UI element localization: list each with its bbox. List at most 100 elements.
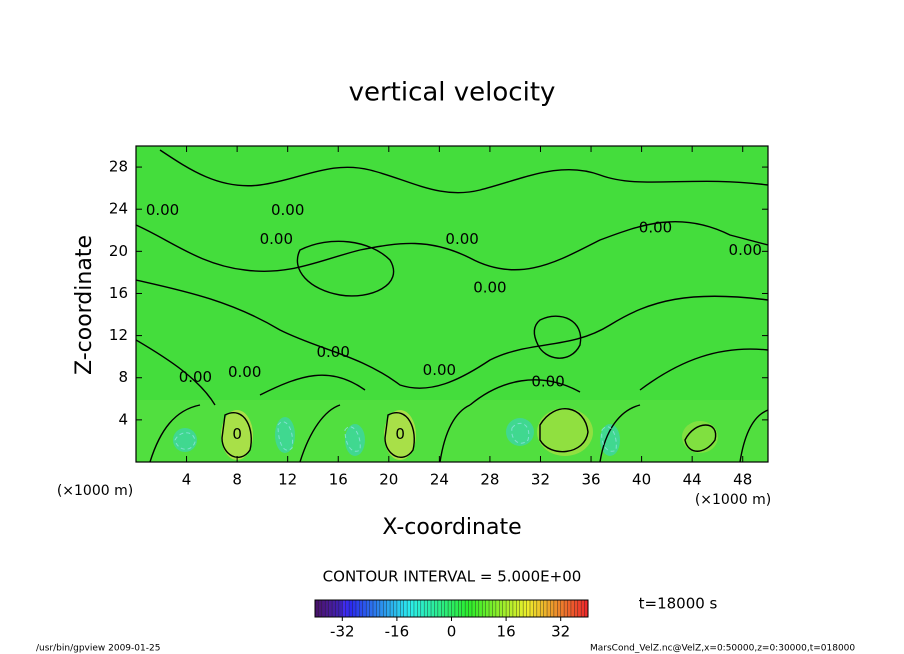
time-label: t=18000 s xyxy=(639,595,718,613)
y-tick-label: 16 xyxy=(109,284,128,302)
colorbar-cell xyxy=(379,600,384,617)
colorbar-cell xyxy=(407,600,412,617)
colorbar-tick-label: -16 xyxy=(385,623,410,641)
x-tick-label: 8 xyxy=(232,471,242,489)
y-tick-label: 4 xyxy=(118,410,128,428)
colorbar-cell xyxy=(553,600,558,617)
x-unit-label: (×1000 m) xyxy=(695,492,771,508)
colorbar-cell xyxy=(461,600,466,617)
y-tick-label: 8 xyxy=(118,368,128,386)
colorbar-cell xyxy=(328,600,333,617)
colorbar-cell xyxy=(526,600,531,617)
plot-frame xyxy=(135,145,769,463)
colorbar-cell xyxy=(577,600,582,617)
colorbar-cell xyxy=(396,600,401,617)
colorbar-cell xyxy=(475,600,480,617)
colorbar-cell xyxy=(362,600,367,617)
y-unit-label: (×1000 m) xyxy=(57,483,133,499)
colorbar-cell xyxy=(536,600,541,617)
contour-label: 0.00 xyxy=(423,361,456,379)
colorbar-cell xyxy=(338,600,343,617)
colorbar-cell xyxy=(547,600,551,617)
colorbar-cell xyxy=(499,600,504,617)
chart-title: vertical velocity xyxy=(349,78,556,108)
colorbar-cell xyxy=(441,600,446,617)
colorbar-tick-label: -32 xyxy=(330,623,355,641)
x-tick-label: 48 xyxy=(733,471,752,489)
colorbar-cell xyxy=(352,600,357,617)
footer-right: MarsCond_VelZ.nc@VelZ,x=0:50000,z=0:3000… xyxy=(590,644,855,654)
colorbar-cell xyxy=(550,600,555,617)
colorbar-cell xyxy=(458,600,463,617)
colorbar-cell xyxy=(581,600,586,617)
colorbar-cell xyxy=(390,600,394,617)
colorbar-cell xyxy=(400,600,405,617)
colorbar-cell xyxy=(489,600,493,617)
x-tick-label: 16 xyxy=(329,471,348,489)
colorbar-cell xyxy=(345,600,350,617)
contour-label: 0.00 xyxy=(639,219,672,237)
contour-label: 0.00 xyxy=(260,230,293,248)
colorbar-cell xyxy=(369,600,374,617)
colorbar-cell xyxy=(413,600,418,617)
colorbar-cell xyxy=(560,600,565,617)
colorbar-cell xyxy=(349,600,354,617)
colorbar-cell xyxy=(533,600,538,617)
x-tick-label: 20 xyxy=(379,471,398,489)
x-axis-label: X-coordinate xyxy=(382,515,521,540)
contour-label: 0.00 xyxy=(729,241,762,259)
contour-label: 0 xyxy=(395,425,405,443)
colorbar-cell xyxy=(492,600,497,617)
colorbar-cell xyxy=(519,600,524,617)
contour-label: 0.00 xyxy=(316,343,349,361)
y-tick-label: 12 xyxy=(109,326,128,344)
colorbar-cell xyxy=(512,600,517,617)
x-tick-label: 40 xyxy=(632,471,651,489)
contour-label: 0.00 xyxy=(473,279,506,297)
contour-label: 0.00 xyxy=(146,201,179,219)
contour-interval: CONTOUR INTERVAL = 5.000E+00 xyxy=(323,568,582,586)
contour-label: 0.00 xyxy=(179,368,212,386)
colorbar-cell xyxy=(529,600,534,617)
colorbar-cell xyxy=(502,600,507,617)
colorbar-cell xyxy=(434,600,439,617)
colorbar-cell xyxy=(325,600,330,617)
colorbar-cell xyxy=(420,600,425,617)
colorbar-cell xyxy=(485,600,490,617)
colorbar-cell xyxy=(482,600,487,617)
colorbar-cell xyxy=(465,600,470,617)
colorbar-cell xyxy=(506,600,511,617)
colorbar-cell xyxy=(393,600,398,617)
colorbar-cell xyxy=(495,600,500,617)
colorbar-cell xyxy=(315,600,319,617)
x-tick-label: 36 xyxy=(581,471,600,489)
colorbar-cell xyxy=(431,600,435,617)
colorbar-cell xyxy=(468,600,473,617)
contour-label: 0.00 xyxy=(228,363,261,381)
colorbar-cell xyxy=(417,600,422,617)
colorbar-tick-label: 16 xyxy=(497,623,516,641)
colorbar-cell xyxy=(332,600,336,617)
y-tick-label: 28 xyxy=(109,158,128,176)
colorbar-cell xyxy=(574,600,579,617)
colorbar-cell xyxy=(383,600,388,617)
colorbar-cell xyxy=(403,600,408,617)
colorbar-cell xyxy=(516,600,521,617)
colorbar-cell xyxy=(451,600,456,617)
colorbar-cell xyxy=(359,600,364,617)
colorbar-tick-label: 32 xyxy=(551,623,570,641)
x-tick-label: 12 xyxy=(278,471,297,489)
colorbar-cell xyxy=(355,600,360,617)
colorbar-cell xyxy=(444,600,449,617)
colorbar-cell xyxy=(523,600,528,617)
colorbar-cell xyxy=(342,600,347,617)
y-tick-label: 24 xyxy=(109,200,128,218)
colorbar-cell xyxy=(471,600,476,617)
y-tick-label: 20 xyxy=(109,242,128,260)
footer-left: /usr/bin/gpview 2009-01-25 xyxy=(36,644,160,654)
contour-label: 0.00 xyxy=(531,372,564,390)
colorbar-cell xyxy=(543,600,548,617)
colorbar-tick-label: 0 xyxy=(447,623,457,641)
colorbar-cell xyxy=(509,600,514,617)
